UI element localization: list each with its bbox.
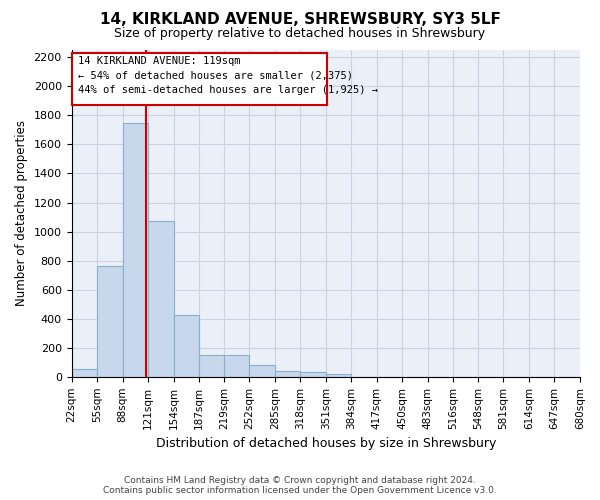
Bar <box>249 365 275 377</box>
Bar <box>148 220 173 377</box>
Bar <box>97 266 122 377</box>
Text: 14 KIRKLAND AVENUE: 119sqm: 14 KIRKLAND AVENUE: 119sqm <box>78 56 240 66</box>
Bar <box>300 372 326 377</box>
Text: ← 54% of detached houses are smaller (2,375): ← 54% of detached houses are smaller (2,… <box>78 70 353 81</box>
Text: 44% of semi-detached houses are larger (1,925) →: 44% of semi-detached houses are larger (… <box>78 86 378 96</box>
Bar <box>199 355 224 377</box>
Bar <box>275 371 300 377</box>
Text: Size of property relative to detached houses in Shrewsbury: Size of property relative to detached ho… <box>115 28 485 40</box>
Bar <box>173 315 199 377</box>
Text: 14, KIRKLAND AVENUE, SHREWSBURY, SY3 5LF: 14, KIRKLAND AVENUE, SHREWSBURY, SY3 5LF <box>100 12 500 28</box>
Bar <box>122 122 148 377</box>
X-axis label: Distribution of detached houses by size in Shrewsbury: Distribution of detached houses by size … <box>155 437 496 450</box>
Y-axis label: Number of detached properties: Number of detached properties <box>15 120 28 306</box>
Bar <box>71 369 97 377</box>
Text: Contains HM Land Registry data © Crown copyright and database right 2024.
Contai: Contains HM Land Registry data © Crown c… <box>103 476 497 495</box>
Bar <box>326 374 351 377</box>
FancyBboxPatch shape <box>71 53 326 105</box>
Bar <box>224 355 249 377</box>
